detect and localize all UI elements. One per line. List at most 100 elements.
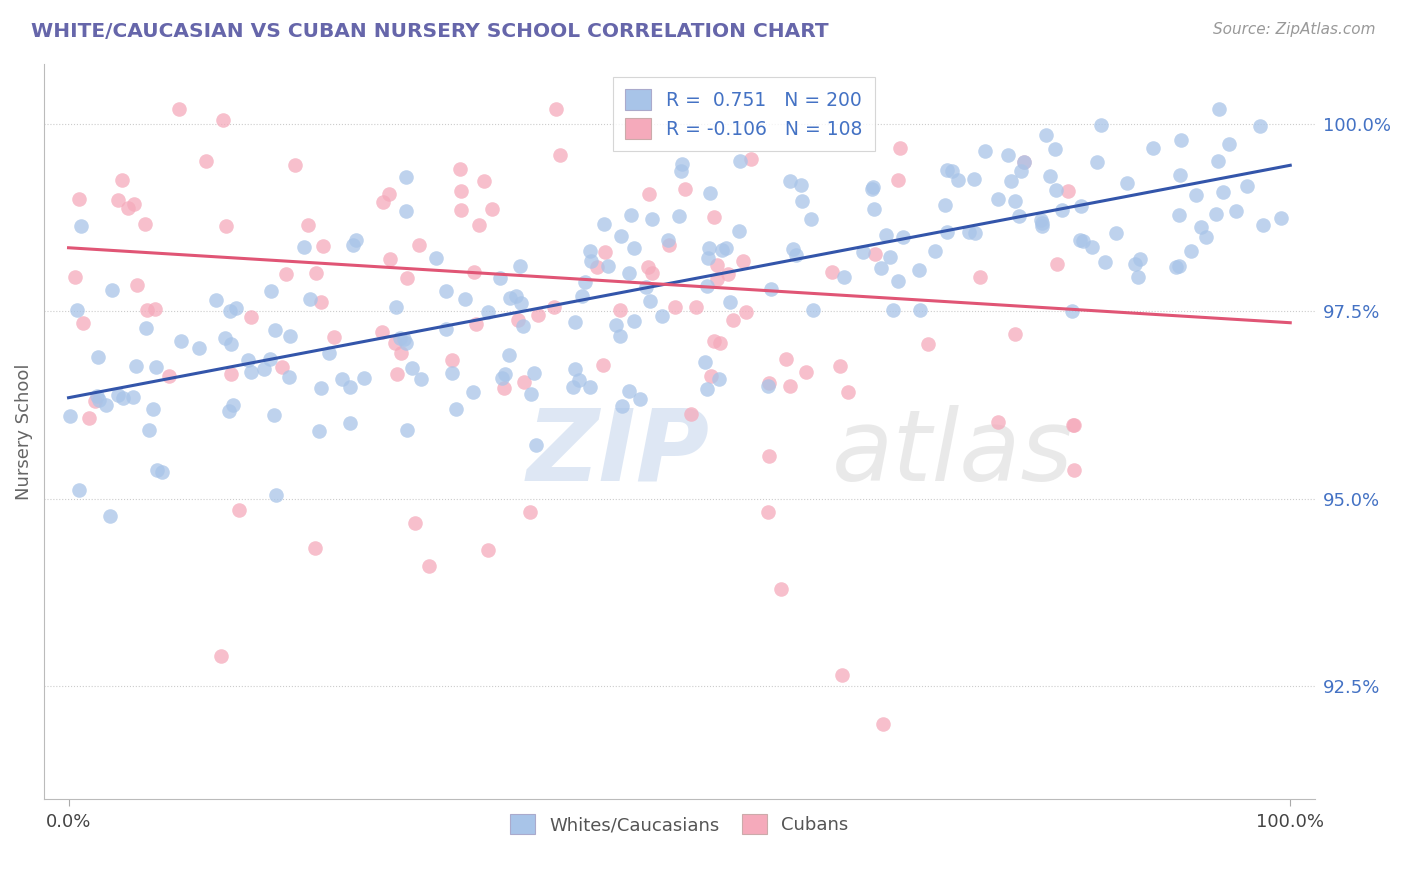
Point [1195, 230, 1218, 244]
Point [681, 408, 703, 422]
Point [520, 386, 543, 401]
Point [134, 218, 156, 232]
Point [1012, 155, 1035, 169]
Point [887, 172, 910, 186]
Point [395, 336, 418, 351]
Point [72, 316, 94, 330]
Point [463, 384, 485, 399]
Point [1184, 188, 1206, 202]
Point [94, 398, 117, 412]
Point [669, 164, 692, 178]
Point [222, 398, 245, 412]
Point [305, 266, 328, 280]
Point [278, 329, 301, 343]
Point [205, 293, 228, 308]
Point [309, 381, 332, 395]
Point [510, 296, 533, 310]
Text: ZIP: ZIP [527, 405, 710, 502]
Point [936, 225, 959, 239]
Point [87, 392, 110, 407]
Point [450, 203, 472, 218]
Point [1039, 169, 1062, 184]
Point [150, 465, 173, 479]
Point [418, 559, 440, 574]
Point [1073, 234, 1095, 248]
Point [395, 204, 418, 219]
Point [498, 347, 520, 361]
Point [1218, 136, 1240, 151]
Point [66, 302, 89, 317]
Point [188, 341, 211, 355]
Point [240, 310, 263, 324]
Point [697, 241, 720, 255]
Point [987, 192, 1010, 206]
Point [564, 315, 586, 329]
Point [1035, 128, 1057, 143]
Point [284, 158, 307, 172]
Point [240, 365, 263, 379]
Point [831, 667, 853, 681]
Point [664, 300, 686, 314]
Point [889, 141, 911, 155]
Point [1010, 164, 1032, 178]
Point [425, 252, 447, 266]
Point [465, 317, 488, 331]
Point [785, 248, 807, 262]
Point [339, 380, 361, 394]
Point [318, 346, 340, 360]
Point [385, 367, 408, 381]
Point [696, 279, 718, 293]
Point [494, 381, 516, 395]
Point [727, 224, 749, 238]
Point [138, 424, 160, 438]
Point [872, 716, 894, 731]
Point [860, 182, 883, 196]
Point [408, 238, 430, 252]
Point [1129, 252, 1152, 267]
Point [548, 148, 571, 162]
Point [170, 334, 193, 348]
Point [723, 312, 745, 326]
Point [142, 402, 165, 417]
Text: Source: ZipAtlas.com: Source: ZipAtlas.com [1212, 22, 1375, 37]
Point [219, 304, 242, 318]
Point [716, 241, 738, 255]
Point [641, 212, 664, 227]
Point [1104, 227, 1126, 241]
Point [609, 329, 631, 343]
Point [441, 366, 464, 380]
Y-axis label: Nursery School: Nursery School [15, 363, 32, 500]
Point [101, 283, 124, 297]
Point [832, 269, 855, 284]
Point [1000, 173, 1022, 187]
Point [468, 219, 491, 233]
Point [499, 292, 522, 306]
Point [837, 384, 859, 399]
Point [596, 259, 619, 273]
Point [941, 164, 963, 178]
Point [574, 275, 596, 289]
Point [610, 229, 633, 244]
Point [830, 359, 852, 373]
Point [1170, 133, 1192, 147]
Point [385, 300, 408, 314]
Point [1142, 141, 1164, 155]
Point [1168, 208, 1191, 222]
Point [628, 392, 651, 406]
Point [253, 361, 276, 376]
Point [711, 244, 734, 258]
Point [703, 210, 725, 224]
Point [98, 508, 121, 523]
Point [936, 163, 959, 178]
Point [1094, 255, 1116, 269]
Point [1046, 256, 1069, 270]
Point [908, 302, 931, 317]
Point [304, 541, 326, 555]
Point [389, 331, 412, 345]
Point [637, 260, 659, 275]
Point [472, 174, 495, 188]
Point [568, 373, 591, 387]
Text: atlas: atlas [832, 405, 1073, 502]
Point [264, 488, 287, 502]
Point [481, 202, 503, 216]
